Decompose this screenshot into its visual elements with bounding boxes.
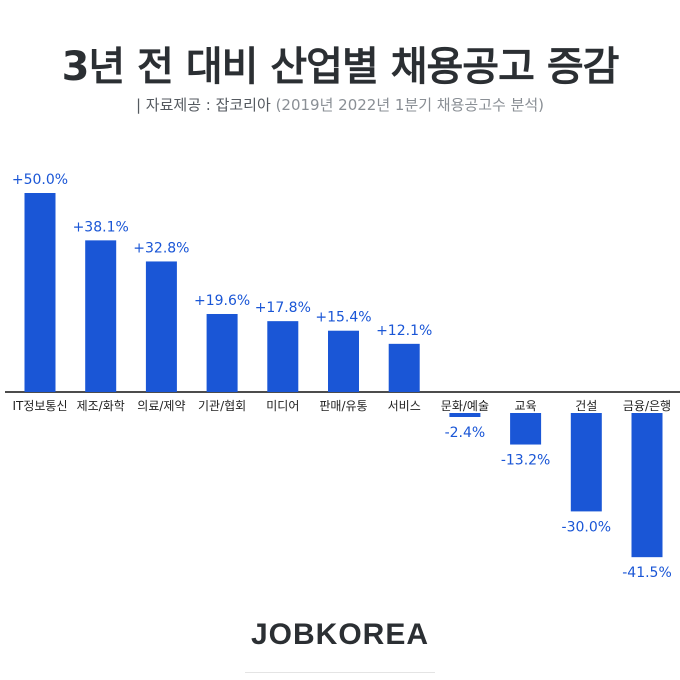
data-label: -2.4% bbox=[445, 425, 486, 441]
data-label: -41.5% bbox=[622, 565, 672, 581]
bar bbox=[388, 343, 420, 392]
data-label: -30.0% bbox=[562, 519, 612, 535]
bar bbox=[570, 413, 602, 512]
category-label: 제조/화학 bbox=[77, 399, 125, 413]
data-label: +38.1% bbox=[73, 219, 129, 235]
data-label: +50.0% bbox=[12, 172, 68, 188]
bar bbox=[328, 330, 359, 392]
bar bbox=[145, 261, 177, 392]
category-label: 미디어 bbox=[266, 399, 299, 413]
bar bbox=[206, 313, 238, 392]
source-prefix: | 자료제공 : 잡코리아 bbox=[135, 96, 271, 114]
data-label: +15.4% bbox=[315, 310, 371, 326]
chart-subtitle: | 자료제공 : 잡코리아 (2019년 2022년 1분기 채용공고수 분석) bbox=[0, 94, 680, 115]
data-label: +19.6% bbox=[194, 293, 250, 309]
data-label: +32.8% bbox=[133, 240, 189, 256]
bar bbox=[631, 413, 663, 558]
chart-title: 3년 전 대비 산업별 채용공고 증감 bbox=[61, 44, 620, 90]
footer-divider bbox=[245, 672, 435, 673]
category-label: IT정보통신 bbox=[12, 399, 67, 413]
category-label: 문화/예술 bbox=[441, 399, 489, 413]
category-label: 기관/협회 bbox=[198, 399, 246, 413]
category-label: 건설 bbox=[575, 399, 597, 413]
data-label: +12.1% bbox=[376, 323, 432, 339]
source-note: (2019년 2022년 1분기 채용공고수 분석) bbox=[275, 96, 545, 114]
bar bbox=[24, 193, 56, 392]
bar bbox=[449, 413, 481, 417]
category-label: 교육 bbox=[515, 399, 537, 413]
category-label: 의료/제약 bbox=[137, 398, 185, 413]
data-label: -13.2% bbox=[501, 453, 551, 469]
bar bbox=[267, 321, 299, 392]
data-label: +17.8% bbox=[255, 300, 311, 316]
category-label: 금융/은행 bbox=[623, 398, 671, 413]
bar bbox=[510, 413, 542, 445]
category-label: 서비스 bbox=[388, 399, 421, 413]
category-label: 판매/유통 bbox=[319, 399, 367, 413]
jobkorea-logo: JOBKOREA bbox=[250, 618, 430, 651]
bar bbox=[85, 240, 117, 392]
